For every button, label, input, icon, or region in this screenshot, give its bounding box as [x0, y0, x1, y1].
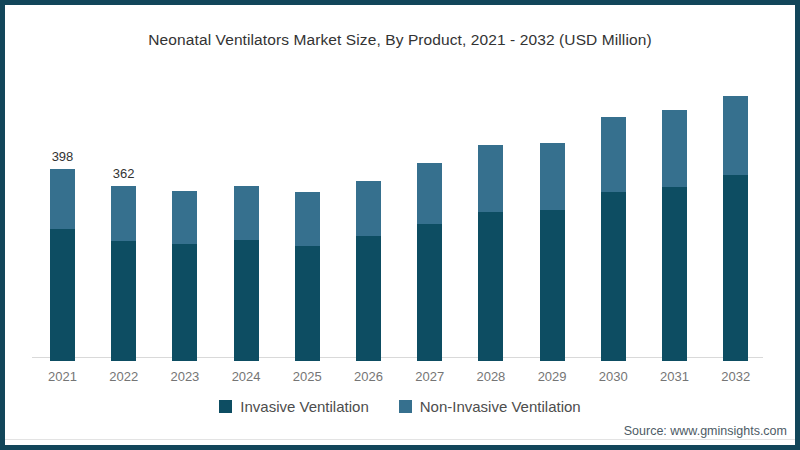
bar-segment-invasive-2027 [417, 224, 442, 361]
legend-label-non-invasive: Non-Invasive Ventilation [420, 398, 581, 415]
x-tick-2021: 2021 [33, 369, 93, 384]
bar-2032[interactable] [723, 96, 748, 361]
legend-item-non-invasive[interactable]: Non-Invasive Ventilation [399, 398, 581, 415]
bar-2030[interactable] [601, 117, 626, 361]
bar-segment-invasive-2031 [662, 187, 687, 361]
bar-segment-invasive-2022 [111, 241, 136, 361]
bar-2025[interactable] [295, 192, 320, 361]
bar-segment-non-invasive-2027 [417, 163, 442, 224]
bar-2027[interactable] [417, 163, 442, 361]
x-tick-2024: 2024 [216, 369, 276, 384]
legend-swatch-invasive-icon [219, 400, 232, 413]
x-tick-2022: 2022 [94, 369, 154, 384]
x-tick-2032: 2032 [706, 369, 766, 384]
x-tick-2026: 2026 [339, 369, 399, 384]
legend-label-invasive: Invasive Ventilation [240, 398, 368, 415]
bar-segment-non-invasive-2032 [723, 96, 748, 175]
bar-2031[interactable] [662, 110, 687, 361]
legend-swatch-non-invasive-icon [399, 400, 412, 413]
bar-segment-invasive-2028 [478, 212, 503, 361]
bar-2021[interactable] [50, 169, 75, 362]
bar-segment-invasive-2023 [172, 244, 197, 361]
x-tick-2027: 2027 [400, 369, 460, 384]
x-tick-2028: 2028 [461, 369, 521, 384]
source-link[interactable]: Source: www.gminsights.com [624, 424, 787, 438]
bar-segment-non-invasive-2021 [50, 169, 75, 229]
bar-segment-non-invasive-2025 [295, 192, 320, 246]
bar-segment-invasive-2030 [601, 192, 626, 361]
bar-segment-non-invasive-2031 [662, 110, 687, 187]
legend-item-invasive[interactable]: Invasive Ventilation [219, 398, 368, 415]
plot-area: 3982021362202220232024202520262027202820… [5, 5, 795, 445]
bar-segment-non-invasive-2029 [540, 143, 565, 210]
bar-segment-invasive-2032 [723, 175, 748, 361]
x-tick-2029: 2029 [522, 369, 582, 384]
bar-segment-invasive-2026 [356, 236, 381, 361]
bar-segment-invasive-2021 [50, 229, 75, 362]
value-label-2021: 398 [38, 149, 88, 164]
x-axis-line [32, 357, 763, 358]
bar-segment-non-invasive-2023 [172, 191, 197, 245]
bar-segment-non-invasive-2026 [356, 181, 381, 236]
bar-segment-invasive-2029 [540, 210, 565, 361]
legend: Invasive Ventilation Non-Invasive Ventil… [5, 398, 795, 415]
bar-2028[interactable] [478, 145, 503, 361]
x-tick-2023: 2023 [155, 369, 215, 384]
footer-divider [5, 439, 795, 440]
bar-2029[interactable] [540, 143, 565, 361]
bar-segment-non-invasive-2030 [601, 117, 626, 192]
bar-2023[interactable] [172, 191, 197, 361]
bar-2022[interactable] [111, 186, 136, 361]
x-tick-2025: 2025 [277, 369, 337, 384]
x-tick-2031: 2031 [645, 369, 705, 384]
bar-segment-non-invasive-2028 [478, 145, 503, 212]
chart-window: Neonatal Ventilators Market Size, By Pro… [0, 0, 800, 450]
bar-segment-invasive-2024 [234, 240, 259, 361]
bar-2024[interactable] [234, 186, 259, 361]
bar-segment-non-invasive-2024 [234, 186, 259, 240]
bar-2026[interactable] [356, 181, 381, 361]
bar-segment-invasive-2025 [295, 246, 320, 361]
x-tick-2030: 2030 [583, 369, 643, 384]
value-label-2022: 362 [99, 166, 149, 181]
bar-segment-non-invasive-2022 [111, 186, 136, 241]
